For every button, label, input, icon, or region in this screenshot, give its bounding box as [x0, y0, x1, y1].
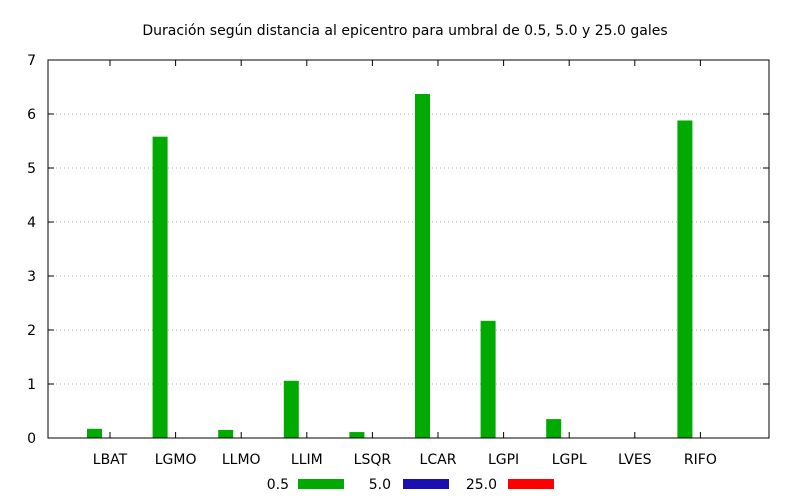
bar-0_5-llmo: [218, 429, 234, 438]
bar-0_5-lsqr: [349, 432, 365, 438]
x-tick-label: LLMO: [222, 452, 261, 468]
x-tick-label: LSQR: [354, 452, 392, 468]
y-tick-label: 0: [27, 431, 36, 447]
x-tick-label: LBAT: [93, 452, 128, 468]
axis-layer: 0 1 2 3 4 5 6 7 LBAT LGMO LLMO LLIM LSQR LCAR LGPI LGPL…: [27, 53, 769, 468]
legend-label: 5.0: [369, 477, 391, 493]
x-tick-label: LCAR: [420, 452, 457, 468]
y-tick-label: 4: [27, 215, 36, 231]
bar-0_5-lcar: [415, 94, 430, 439]
y-tick-label: 3: [27, 269, 36, 285]
y-tick-label: 5: [27, 161, 36, 177]
bar-0_5-lbat: [87, 428, 102, 438]
legend-label: 25.0: [466, 477, 497, 493]
bars-layer: [87, 94, 693, 439]
x-tick-label: LLIM: [291, 452, 323, 468]
legend-label: 0.5: [267, 477, 289, 493]
grid-layer: [48, 113, 769, 385]
legend-swatch: [403, 479, 449, 489]
bar-0_5-lgmo: [152, 136, 168, 438]
bar-0_5-llim: [283, 380, 299, 438]
x-tick-label: LGPI: [488, 452, 519, 468]
y-tick-label: 7: [27, 53, 36, 69]
x-tick-label: LGPL: [552, 452, 587, 468]
legend-swatch: [298, 479, 344, 489]
plot-frame: [47, 59, 770, 439]
y-tick-label: 2: [27, 323, 36, 339]
x-tick-label: LVES: [618, 452, 652, 468]
bar-0_5-rifo: [677, 120, 693, 438]
x-tick-label: RIFO: [684, 452, 717, 468]
x-tick-label: LGMO: [155, 452, 197, 468]
bar-0_5-lgpi: [480, 320, 496, 438]
legend-swatch: [508, 479, 554, 489]
y-tick-label: 6: [27, 107, 36, 123]
bar-0_5-lgpl: [546, 419, 562, 438]
legend: 0.5 5.0 25.0: [267, 477, 554, 493]
chart-title: Duración según distancia al epicentro pa…: [142, 23, 667, 39]
y-tick-label: 1: [27, 377, 36, 393]
